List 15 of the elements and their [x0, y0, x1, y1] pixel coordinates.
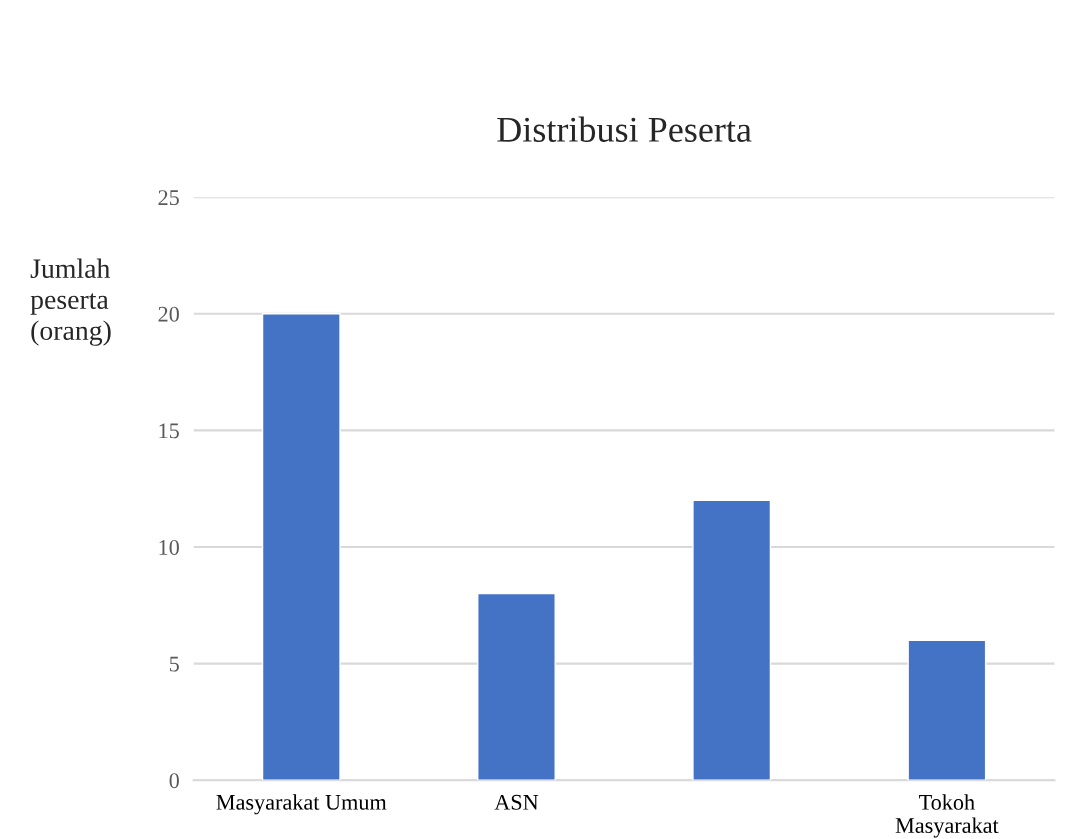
x-tick-label: ASN: [494, 794, 539, 810]
bar: [477, 592, 556, 781]
x-tick-label: Tokoh Masyarakat: [895, 794, 999, 838]
bar: [907, 639, 987, 781]
y-tick-label: 10: [159, 539, 179, 555]
y-tick-label: 20: [158, 306, 179, 322]
y-tick-label: 25: [158, 190, 179, 206]
y-tick-label: 5: [169, 656, 179, 672]
chart-title: Distribusi Peserta: [497, 116, 752, 142]
y-tick-label: 0: [169, 773, 179, 789]
y-axis-title: Jumlah peserta (orang): [30, 258, 111, 346]
y-tick-label: 15: [159, 423, 179, 439]
bar: [261, 313, 341, 781]
bar: [692, 499, 772, 781]
x-tick-label: Masyarakat Umum: [216, 794, 387, 815]
